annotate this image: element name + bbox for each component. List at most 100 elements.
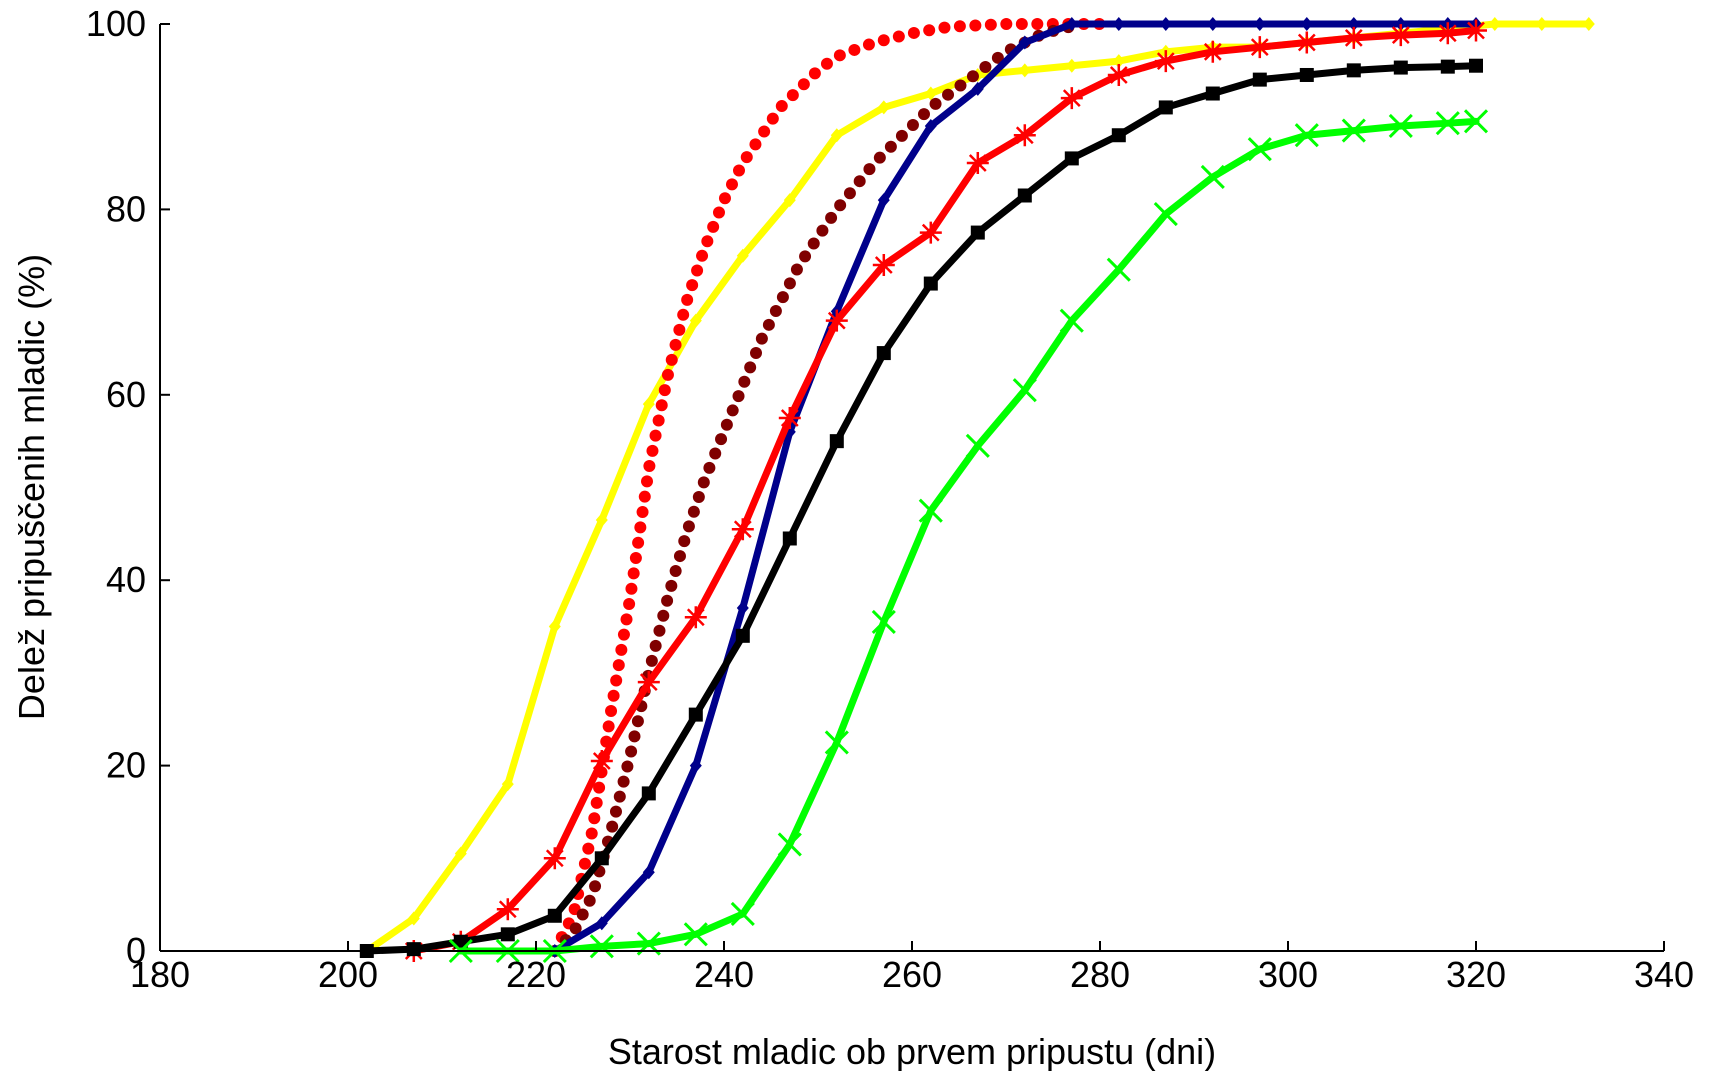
series-6-marker (918, 498, 943, 523)
series-4-marker (1389, 24, 1412, 47)
series-1-dot (877, 34, 890, 47)
series-2-dot (682, 520, 695, 533)
series-2-dot (755, 332, 768, 345)
series-2-dot (783, 277, 796, 290)
series-1-dot (610, 674, 623, 687)
series-1-dot (677, 308, 690, 321)
y-axis-title: Delež pripuščenih mladic (%) (11, 254, 52, 720)
series-1-dot (707, 220, 720, 233)
series-5-marker (1017, 188, 1032, 203)
x-tick-label: 280 (1070, 954, 1130, 995)
series-5-marker (594, 851, 609, 866)
series-1-dot (578, 857, 591, 870)
series-2-dot (576, 908, 589, 921)
series-4-marker (637, 671, 660, 694)
series-2-dot (942, 88, 955, 101)
series-5-marker (1158, 100, 1173, 115)
series-1-dot (758, 125, 771, 138)
series-3-marker (971, 81, 984, 96)
series-5-marker (1064, 151, 1079, 166)
series-0-marker (736, 248, 749, 263)
series-layer (359, 17, 1595, 964)
series-6-marker (1200, 164, 1225, 190)
series-2-dot (762, 318, 775, 331)
series-1-dot (686, 279, 699, 292)
series-6-marker (589, 934, 614, 959)
series-1-dot (701, 235, 714, 248)
series-2-dot (979, 61, 992, 74)
series-1-dot (625, 582, 638, 595)
series-1-dot (691, 264, 704, 277)
series-4-marker (919, 221, 942, 244)
series-0-marker (783, 193, 796, 208)
series-3 (548, 17, 1482, 958)
series-1-dot (623, 598, 636, 611)
series-4-marker (1248, 36, 1271, 59)
series-2-dot (884, 140, 897, 153)
series-1-dot (862, 38, 875, 51)
series-2-dot (825, 211, 838, 224)
series-5-marker (1205, 86, 1220, 101)
series-4-marker (1465, 19, 1487, 42)
series-5-marker (1469, 58, 1483, 73)
series-5-marker (735, 628, 750, 643)
series-4-marker (1295, 31, 1318, 54)
series-1-dot (848, 43, 861, 56)
series-4-marker (1201, 40, 1224, 63)
series-1-dot (593, 781, 606, 794)
series-2-dot (628, 730, 641, 743)
series-1-dot (607, 689, 620, 702)
series-1-dot (740, 151, 753, 164)
series-2 (548, 21, 1075, 957)
series-2-dot (954, 79, 967, 92)
series-2-dot (697, 476, 710, 489)
series-6-marker (1463, 109, 1489, 134)
x-tick-label: 320 (1446, 954, 1506, 995)
series-2-dot (617, 775, 630, 788)
series-3-marker (1018, 35, 1031, 50)
series-0-marker (1535, 17, 1548, 31)
series-6-marker (1388, 113, 1413, 139)
series-5-marker (876, 346, 891, 361)
series-5-marker (406, 942, 421, 957)
series-0-marker (642, 397, 655, 412)
series-2-dot (653, 624, 666, 637)
series-2-dot (703, 461, 716, 474)
series-2-dot (929, 97, 942, 110)
series-1-dot (984, 18, 997, 31)
series-4-marker (872, 254, 895, 277)
series-2-dot (917, 108, 930, 121)
series-2-dot (661, 594, 674, 607)
series-1-dot (892, 30, 905, 43)
x-tick-label: 240 (694, 954, 754, 995)
series-2-dot (843, 187, 856, 200)
series-1-dot (1000, 18, 1013, 30)
series-5-line (363, 62, 1480, 955)
series-6-marker (730, 901, 755, 926)
series-1-dot (1015, 18, 1028, 30)
series-1-dot (808, 67, 821, 80)
series-3-marker (1347, 17, 1360, 31)
series-3-marker (1065, 17, 1078, 31)
series-2-dot (966, 70, 979, 83)
series-1-dot (636, 506, 649, 519)
series-2-dot (807, 237, 820, 250)
series-2-dot (834, 199, 847, 212)
x-tick-label: 220 (506, 954, 566, 995)
series-1-dot (617, 628, 630, 641)
series-2-dot (895, 129, 908, 142)
series-5-marker (970, 225, 985, 240)
series-2-dot (621, 760, 634, 773)
series-3-marker (642, 865, 655, 880)
series-2-dot (873, 151, 886, 164)
series-2-dot (678, 535, 691, 548)
series-2-dot (613, 790, 626, 803)
series-2-dot (692, 491, 705, 504)
series-5-marker (1346, 63, 1361, 78)
series-2-dot (738, 375, 751, 388)
series-4-marker (1107, 63, 1130, 86)
series-5-marker (1299, 67, 1314, 82)
series-0-marker (454, 846, 467, 861)
series-3-line (551, 20, 1480, 955)
series-1-dot (590, 796, 603, 809)
